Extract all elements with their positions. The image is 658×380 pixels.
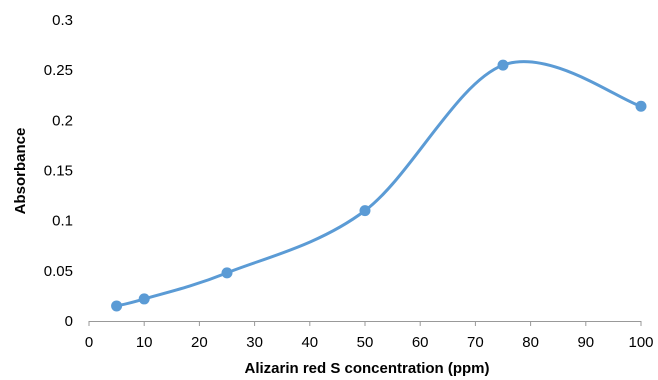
- data-point: [359, 205, 371, 217]
- y-axis-title: Absorbance: [12, 128, 29, 215]
- data-point: [635, 100, 647, 112]
- x-tick-label: 80: [522, 334, 539, 351]
- y-tick-label: 0.1: [52, 213, 73, 230]
- x-tick-label: 90: [577, 334, 594, 351]
- x-tick-label: 10: [136, 334, 153, 351]
- y-tick-label: 0: [65, 313, 73, 330]
- series-line: [116, 60, 642, 308]
- x-axis-title: Alizarin red S concentration (ppm): [244, 360, 489, 377]
- data-point: [111, 300, 123, 312]
- y-tick-label: 0.25: [44, 62, 73, 79]
- x-tick-label: 40: [301, 334, 318, 351]
- y-tick-label: 0.05: [44, 263, 73, 280]
- y-tick-label: 0.15: [44, 163, 73, 180]
- data-point: [497, 59, 509, 71]
- data-points: [111, 59, 647, 312]
- x-tick-label: 0: [85, 334, 93, 351]
- x-tick-label: 50: [357, 334, 374, 351]
- x-tick-marks: [88, 321, 642, 326]
- x-tick-label: 20: [191, 334, 208, 351]
- y-tick-labels: 0 0.05 0.1 0.15 0.2 0.25 0.3: [44, 12, 73, 330]
- y-tick-label: 0.3: [52, 12, 73, 29]
- data-point: [138, 293, 150, 305]
- x-tick-label: 60: [412, 334, 429, 351]
- y-tick-label: 0.2: [52, 112, 73, 129]
- x-tick-label: 30: [246, 334, 263, 351]
- x-tick-label: 70: [467, 334, 484, 351]
- x-tick-labels: 0 10 20 30 40 50 60 70 80 90 100: [85, 334, 654, 351]
- data-point: [221, 267, 233, 279]
- x-tick-label: 100: [628, 334, 653, 351]
